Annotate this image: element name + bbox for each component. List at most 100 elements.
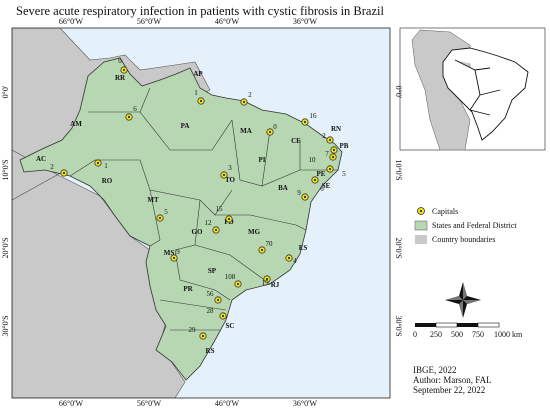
- state-label: MS: [164, 249, 175, 257]
- capital-count: 108: [225, 273, 236, 281]
- latitude-label: 10°0'S: [1, 159, 10, 180]
- legend-country-swatch: [415, 235, 427, 244]
- capital-marker-dot: [288, 257, 290, 259]
- capital-marker-dot: [304, 196, 306, 198]
- scale-label: 1000 km: [494, 330, 523, 339]
- latitude-label: 30°0'S: [1, 315, 10, 336]
- state-label: PR: [183, 285, 193, 293]
- capital-count: 2: [322, 132, 326, 140]
- capital-marker-dot: [329, 168, 331, 170]
- capital-marker-dot: [243, 101, 245, 103]
- latitude-label: 20°0'S: [394, 237, 403, 258]
- capital-marker-dot: [314, 179, 316, 181]
- state-label: MA: [240, 127, 252, 135]
- state-label: ES: [299, 244, 308, 252]
- capital-count: 28: [207, 307, 215, 315]
- source-line: September 22, 2022: [413, 385, 485, 395]
- capital-marker-dot: [223, 174, 225, 176]
- capital-marker-dot: [304, 121, 306, 123]
- latitude-label: 10°0'S: [394, 159, 403, 180]
- state-label: RR: [115, 74, 126, 82]
- capital-count: 56: [207, 290, 215, 298]
- capital-marker-dot: [237, 283, 239, 285]
- state-label: TO: [225, 176, 236, 184]
- state-label: MT: [147, 196, 159, 204]
- capital-marker-dot: [128, 116, 130, 118]
- capital-count: 2: [248, 91, 252, 99]
- capital-marker-dot: [217, 299, 219, 301]
- longitude-label: 56°0'W: [137, 399, 162, 407]
- longitude-label: 66°0'W: [59, 399, 84, 407]
- state-label: AM: [70, 120, 82, 128]
- legend-label: States and Federal District: [432, 221, 517, 230]
- capital-marker-dot: [266, 278, 268, 280]
- source-line: Author: Marson, FAL: [413, 375, 492, 385]
- scale-label: 0: [413, 330, 417, 339]
- state-label: SP: [208, 267, 217, 275]
- capital-count: 4: [293, 257, 297, 265]
- map-frame: [11, 27, 391, 399]
- state-label: PA: [181, 122, 190, 130]
- state-label: MG: [248, 228, 261, 236]
- capital-count: 12: [205, 219, 213, 227]
- latitude-label: 20°0'S: [1, 237, 10, 258]
- capital-marker-dot: [97, 162, 99, 164]
- source-line: IBGE, 2022: [413, 365, 457, 375]
- state-label: GO: [192, 228, 203, 236]
- state-label: RO: [102, 177, 113, 185]
- longitude-label: 46°0'W: [215, 17, 240, 26]
- capital-count: 70: [266, 240, 274, 248]
- capital-marker-dot: [333, 149, 335, 151]
- capital-count: 15: [262, 279, 270, 287]
- state-label: RS: [206, 347, 215, 355]
- legend-state-swatch: [414, 220, 428, 231]
- capital-count: 6: [320, 185, 324, 193]
- capital-marker-dot: [332, 156, 334, 158]
- capital-marker-dot: [228, 218, 230, 220]
- capital-marker-dot: [159, 217, 161, 219]
- capital-count: 7: [325, 150, 329, 158]
- state-label: AC: [36, 155, 46, 163]
- capital-marker-dot: [329, 139, 331, 141]
- capital-count: 10: [309, 156, 317, 164]
- longitude-label: 66°0'W: [59, 17, 84, 26]
- capital-marker-dot: [202, 335, 204, 337]
- latitude-label: 0°0': [1, 85, 10, 98]
- north-arrow: [445, 282, 481, 318]
- capital-count: 2: [50, 163, 54, 171]
- scale-label: 750: [472, 330, 484, 339]
- state-label: SE: [322, 182, 331, 190]
- legend-label: Capitals: [432, 207, 458, 216]
- capital-count: 29: [189, 326, 197, 334]
- capital-count: 6: [133, 105, 137, 113]
- capital-marker-dot: [173, 257, 175, 259]
- scale-label: 250: [430, 330, 442, 339]
- capital-marker-dot: [222, 315, 224, 317]
- capital-count: 16: [310, 112, 318, 120]
- capital-count: 9: [176, 248, 180, 256]
- state-label: CE: [291, 137, 301, 145]
- latitude-label: 30°0'S: [394, 315, 403, 336]
- brazil: [19, 57, 343, 381]
- state-label: SC: [226, 322, 235, 330]
- longitude-label: 46°0'W: [215, 399, 240, 407]
- capital-count: 5: [342, 170, 346, 178]
- capital-count: 5: [164, 208, 168, 216]
- capital-count: 1: [104, 162, 108, 170]
- capital-count: 1: [194, 89, 198, 97]
- capital-count: 9: [297, 189, 301, 197]
- capital-marker-dot: [261, 249, 263, 251]
- capital-count: 0: [118, 57, 122, 65]
- capital-count: 3: [228, 164, 232, 172]
- latitude-label: 0°0': [394, 86, 403, 99]
- capital-marker-dot: [215, 229, 217, 231]
- inset-map: [399, 27, 546, 151]
- capital-marker-dot: [63, 172, 65, 174]
- longitude-label: 36°0'W: [293, 399, 318, 407]
- longitude-label: 36°0'W: [293, 17, 318, 26]
- state-label: PB: [340, 142, 349, 150]
- longitude-label: 56°0'W: [137, 17, 162, 26]
- state-label: AP: [193, 70, 203, 78]
